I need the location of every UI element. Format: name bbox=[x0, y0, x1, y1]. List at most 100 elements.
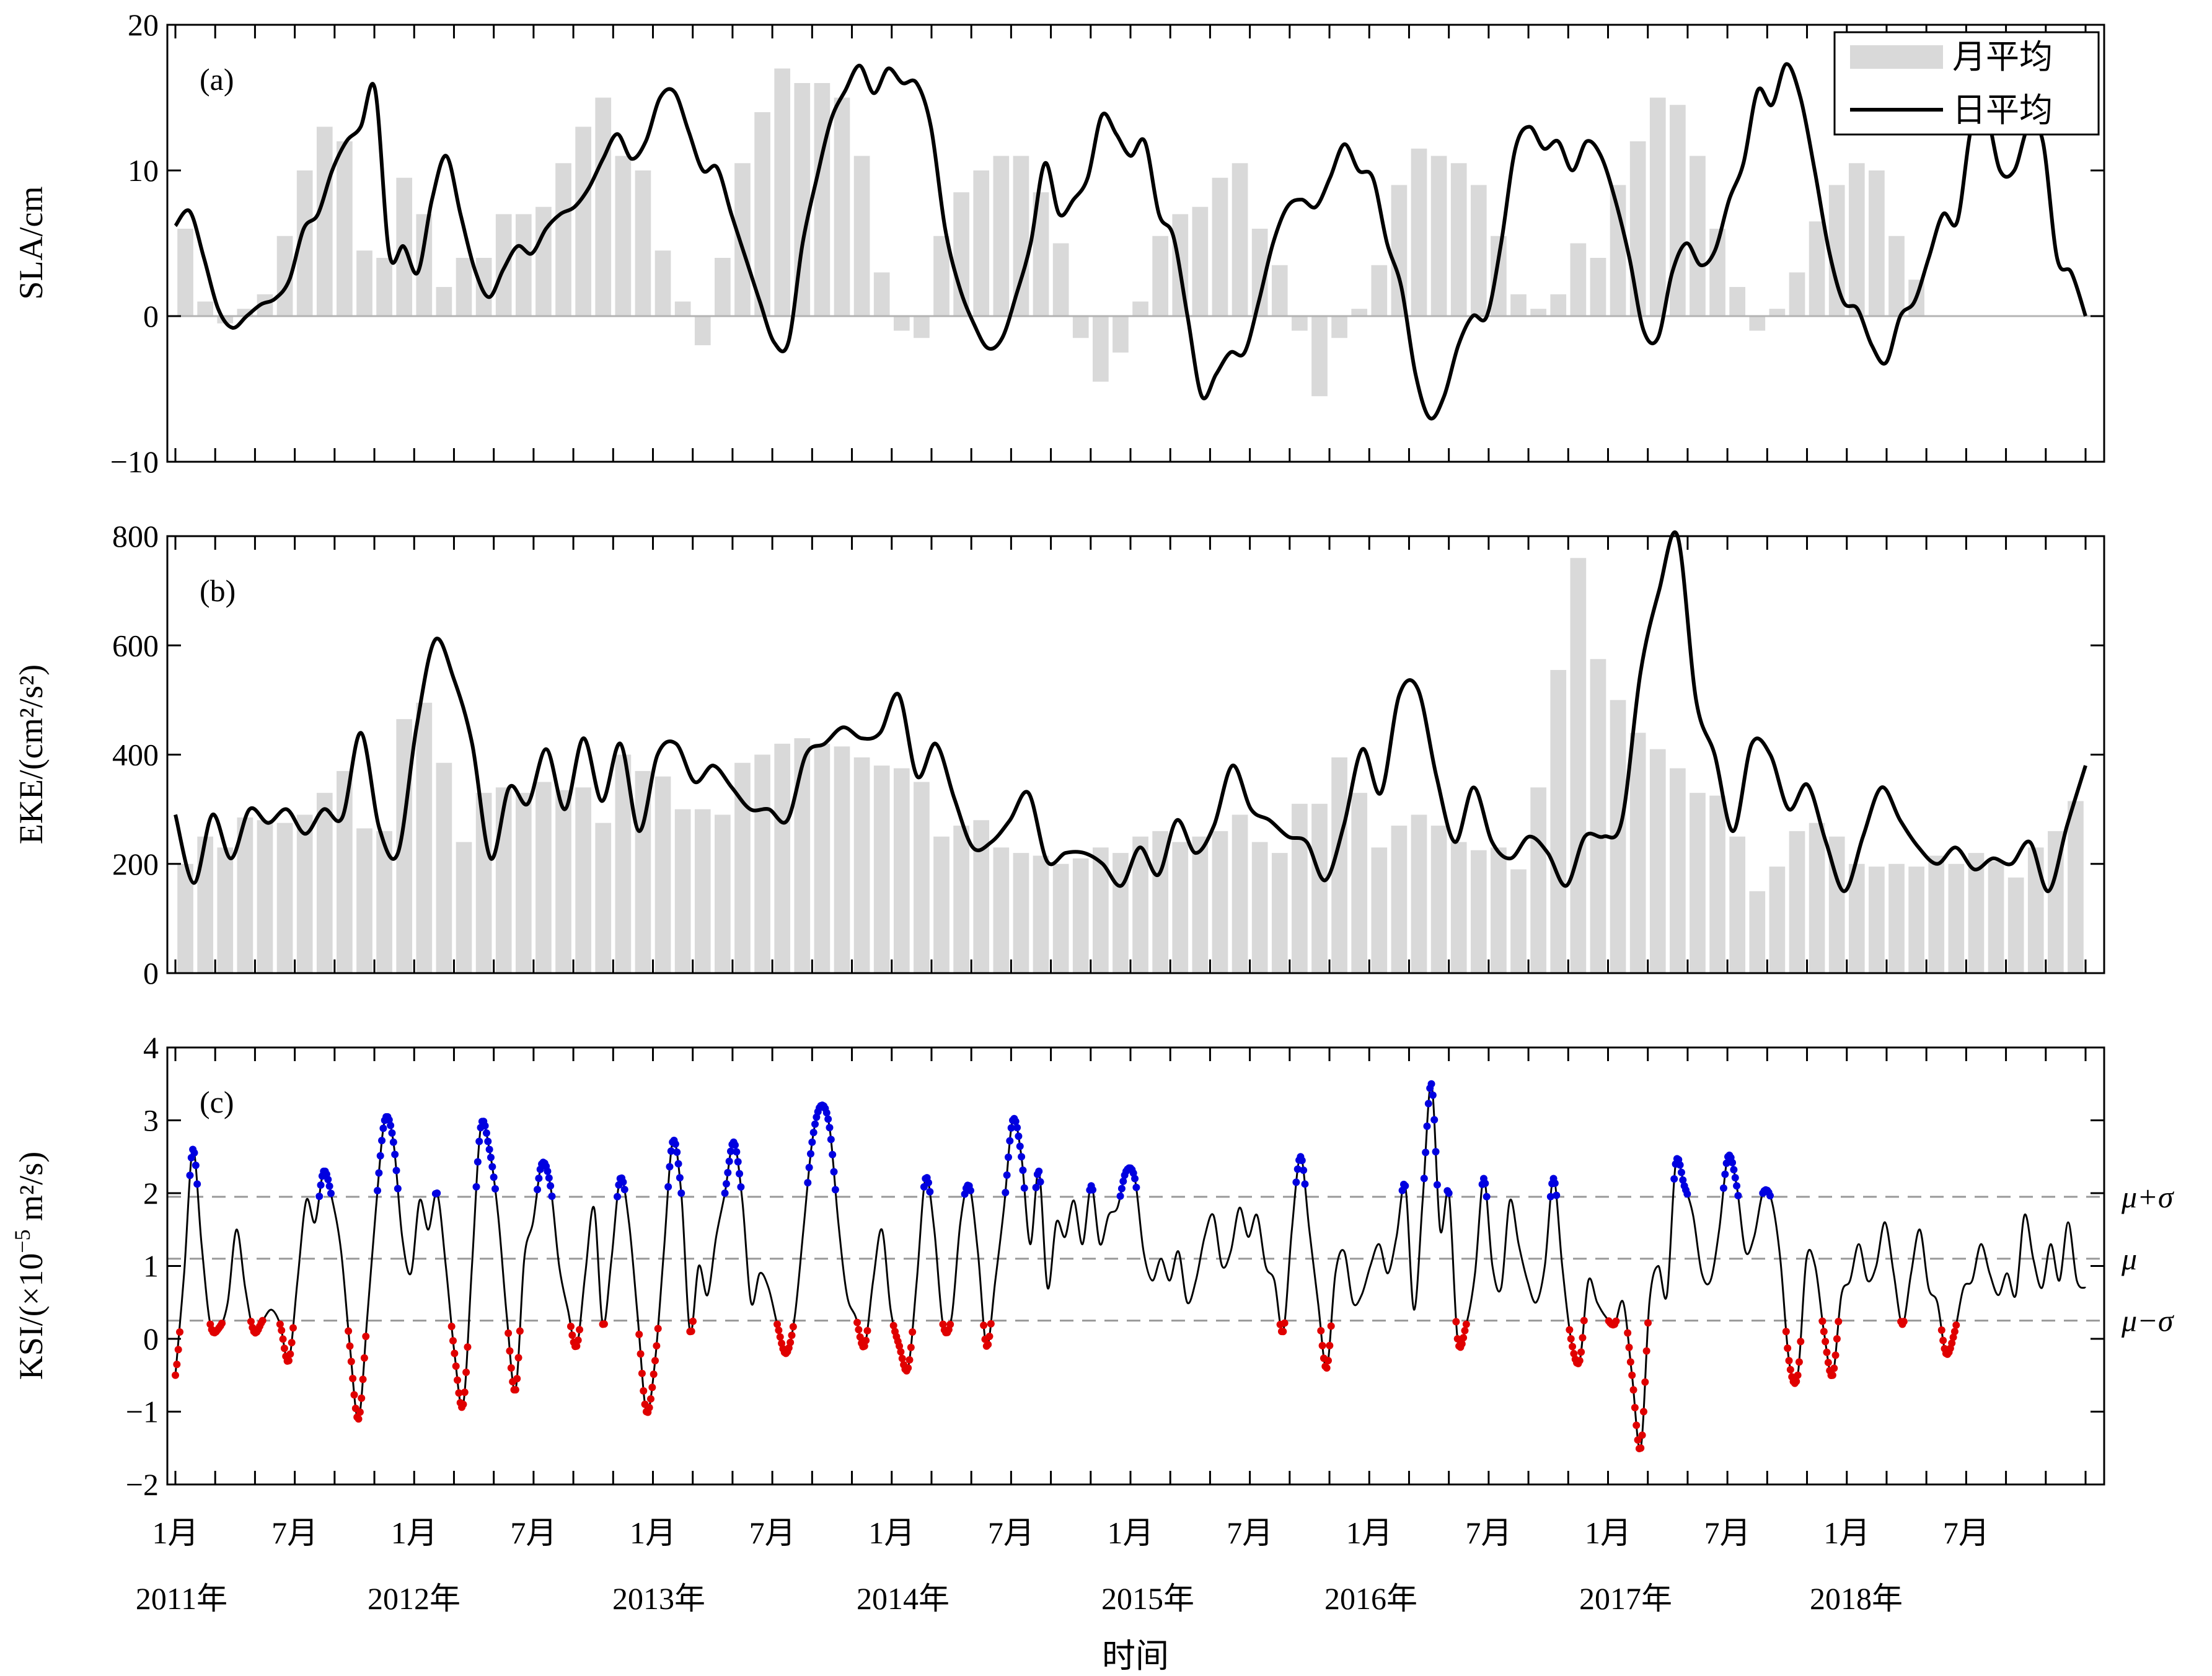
low-marker bbox=[1575, 1357, 1584, 1365]
high-marker bbox=[824, 1115, 832, 1123]
panel-b-monthly-bars bbox=[177, 558, 2084, 973]
panel-b-ylabel: EKE/(cm²/s²) bbox=[12, 664, 50, 844]
monthly-bar bbox=[1809, 823, 1825, 973]
monthly-bar bbox=[1948, 863, 1965, 973]
year-label: 2015年 bbox=[1101, 1581, 1194, 1616]
high-marker bbox=[731, 1141, 739, 1149]
low-marker bbox=[889, 1321, 897, 1330]
low-marker bbox=[1831, 1351, 1840, 1359]
high-marker bbox=[808, 1138, 816, 1146]
low-marker bbox=[576, 1326, 584, 1334]
monthly-bar bbox=[1232, 814, 1248, 973]
high-marker bbox=[1292, 1178, 1300, 1186]
monthly-bar bbox=[456, 842, 472, 973]
high-marker bbox=[1676, 1161, 1684, 1169]
high-marker bbox=[1003, 1171, 1011, 1179]
high-marker bbox=[534, 1186, 542, 1194]
monthly-bar bbox=[1132, 301, 1148, 316]
monthly-bar bbox=[436, 287, 452, 316]
low-marker bbox=[1948, 1339, 1956, 1347]
low-marker bbox=[646, 1395, 654, 1403]
monthly-bar bbox=[1570, 558, 1587, 973]
low-marker bbox=[773, 1320, 782, 1328]
panel-a-frame bbox=[166, 24, 2105, 463]
low-marker bbox=[862, 1336, 870, 1344]
high-marker bbox=[1430, 1116, 1439, 1124]
monthly-bar bbox=[1709, 795, 1725, 973]
high-marker bbox=[379, 1124, 387, 1132]
monthly-bar bbox=[1430, 156, 1447, 316]
low-marker bbox=[459, 1400, 467, 1408]
low-marker bbox=[1317, 1326, 1325, 1334]
low-marker bbox=[985, 1333, 994, 1341]
monthly-bar bbox=[1729, 836, 1746, 973]
high-marker bbox=[1729, 1158, 1737, 1167]
y-tick-label: −1 bbox=[126, 1395, 159, 1429]
low-marker bbox=[258, 1317, 267, 1325]
high-marker bbox=[1766, 1192, 1774, 1200]
monthly-bar bbox=[615, 156, 632, 316]
high-marker bbox=[619, 1178, 627, 1186]
low-marker bbox=[1642, 1347, 1650, 1355]
low-marker bbox=[449, 1337, 457, 1345]
monthly-bar bbox=[416, 702, 433, 973]
monthly-bar bbox=[1411, 148, 1427, 316]
monthly-bar bbox=[893, 768, 910, 973]
panel-b-x-ticks bbox=[174, 536, 2087, 973]
low-marker bbox=[638, 1369, 646, 1377]
low-marker bbox=[1567, 1335, 1575, 1343]
y-tick-label: 400 bbox=[112, 738, 159, 772]
year-label: 2013年 bbox=[612, 1581, 705, 1616]
high-marker bbox=[1301, 1180, 1309, 1188]
monthly-bar bbox=[1311, 803, 1328, 973]
low-marker bbox=[904, 1364, 912, 1372]
low-marker bbox=[511, 1386, 519, 1394]
y-tick-label: 20 bbox=[128, 7, 159, 42]
month-label: 7月 bbox=[1465, 1515, 1512, 1550]
monthly-bar bbox=[1351, 793, 1368, 973]
month-label: 1月 bbox=[868, 1515, 915, 1550]
high-marker bbox=[1035, 1167, 1043, 1175]
high-marker bbox=[829, 1150, 837, 1158]
low-marker bbox=[689, 1317, 697, 1325]
monthly-bar bbox=[376, 831, 392, 973]
monthly-bar bbox=[993, 156, 1010, 316]
monthly-bar bbox=[814, 743, 831, 973]
low-marker bbox=[1280, 1319, 1289, 1327]
high-marker bbox=[804, 1179, 812, 1187]
monthly-bar bbox=[1192, 836, 1209, 973]
y-tick-label: 0 bbox=[143, 956, 159, 990]
high-marker bbox=[809, 1129, 817, 1137]
monthly-bar bbox=[237, 309, 253, 316]
monthly-bar bbox=[1590, 258, 1606, 316]
monthly-bar bbox=[834, 97, 850, 316]
low-marker bbox=[464, 1343, 472, 1351]
high-marker bbox=[1132, 1183, 1140, 1191]
high-marker bbox=[1719, 1184, 1727, 1192]
monthly-bar bbox=[1331, 316, 1347, 338]
low-marker bbox=[358, 1394, 366, 1402]
high-marker bbox=[1432, 1148, 1440, 1156]
low-marker bbox=[280, 1344, 288, 1352]
high-marker bbox=[193, 1180, 201, 1188]
high-marker bbox=[1722, 1159, 1730, 1167]
monthly-bar bbox=[1033, 855, 1049, 973]
high-marker bbox=[392, 1167, 400, 1175]
high-marker bbox=[664, 1183, 672, 1191]
monthly-bar bbox=[356, 828, 372, 973]
monthly-bar bbox=[774, 68, 791, 316]
low-marker bbox=[460, 1388, 469, 1396]
panel-a: −10 0 10 20 SLA/cm (a) 月平均 日平均 bbox=[12, 7, 2105, 479]
monthly-bar bbox=[217, 847, 234, 973]
low-marker bbox=[640, 1387, 648, 1395]
low-marker bbox=[1784, 1344, 1792, 1352]
monthly-bar bbox=[914, 316, 930, 338]
high-marker bbox=[1089, 1186, 1097, 1194]
low-marker bbox=[507, 1364, 515, 1372]
low-marker bbox=[574, 1336, 582, 1344]
year-label: 2017年 bbox=[1579, 1581, 1672, 1616]
monthly-bar bbox=[2068, 801, 2084, 973]
low-marker bbox=[516, 1327, 524, 1335]
x-year-labels: 2011年 2012年 2013年 2014年 2015年 2016年 2017年 2018年 bbox=[136, 1581, 1903, 1616]
monthly-bar bbox=[1113, 853, 1129, 973]
